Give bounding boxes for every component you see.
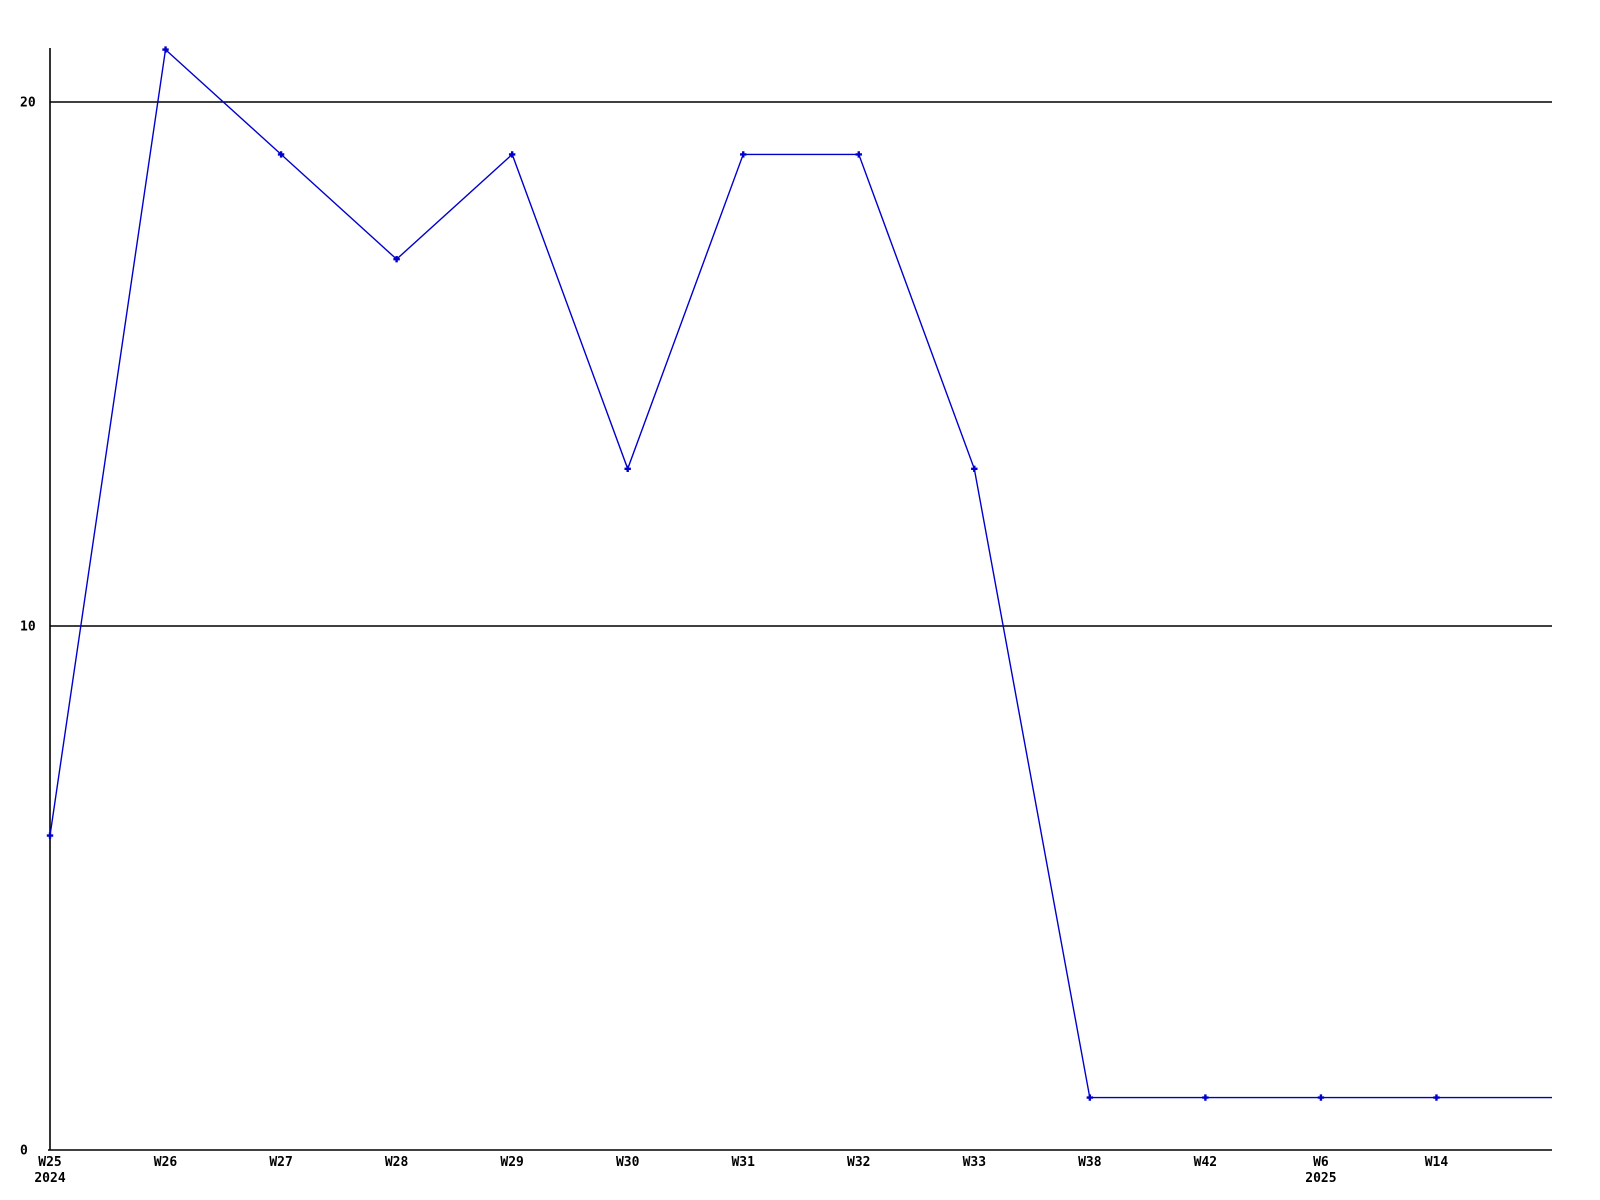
x-tick-label: W14 bbox=[1425, 1155, 1449, 1170]
data-point-marker bbox=[1317, 1094, 1325, 1101]
data-point-marker bbox=[1086, 1094, 1094, 1101]
data-point-marker bbox=[277, 151, 285, 158]
data-point-marker bbox=[393, 256, 400, 263]
data-point-marker bbox=[508, 151, 516, 158]
data-point-marker bbox=[1433, 1094, 1440, 1101]
data-point-marker bbox=[46, 832, 54, 839]
x-tick-label: W42 bbox=[1194, 1155, 1217, 1170]
x-tick-label: W26 bbox=[154, 1155, 178, 1170]
x-tick-label: W25 bbox=[38, 1155, 61, 1170]
x-tick-label: W30 bbox=[616, 1155, 640, 1170]
data-point-marker bbox=[971, 465, 978, 472]
x-tick-label: W6 bbox=[1313, 1155, 1329, 1170]
data-point-marker bbox=[624, 465, 631, 472]
data-line bbox=[49, 48, 1552, 1099]
data-point-marker bbox=[162, 46, 169, 53]
x-tick-label: W32 bbox=[847, 1155, 870, 1170]
x-tick-label: W38 bbox=[1078, 1155, 1102, 1170]
x-tick-label: W27 bbox=[269, 1155, 292, 1170]
year-label: 2024 bbox=[34, 1171, 65, 1186]
y-tick-label: 20 bbox=[20, 96, 36, 111]
year-label: 2025 bbox=[1305, 1171, 1336, 1186]
x-tick-label: W29 bbox=[500, 1155, 523, 1170]
x-tick-label: W31 bbox=[731, 1155, 755, 1170]
y-tick-label: 0 bbox=[20, 1144, 28, 1159]
y-tick-label: 10 bbox=[20, 620, 36, 635]
data-point-marker bbox=[1202, 1094, 1209, 1101]
x-tick-label: W28 bbox=[385, 1155, 409, 1170]
x-tick-label: W33 bbox=[963, 1155, 986, 1170]
data-point-marker bbox=[855, 151, 862, 158]
data-point-marker bbox=[740, 151, 747, 158]
